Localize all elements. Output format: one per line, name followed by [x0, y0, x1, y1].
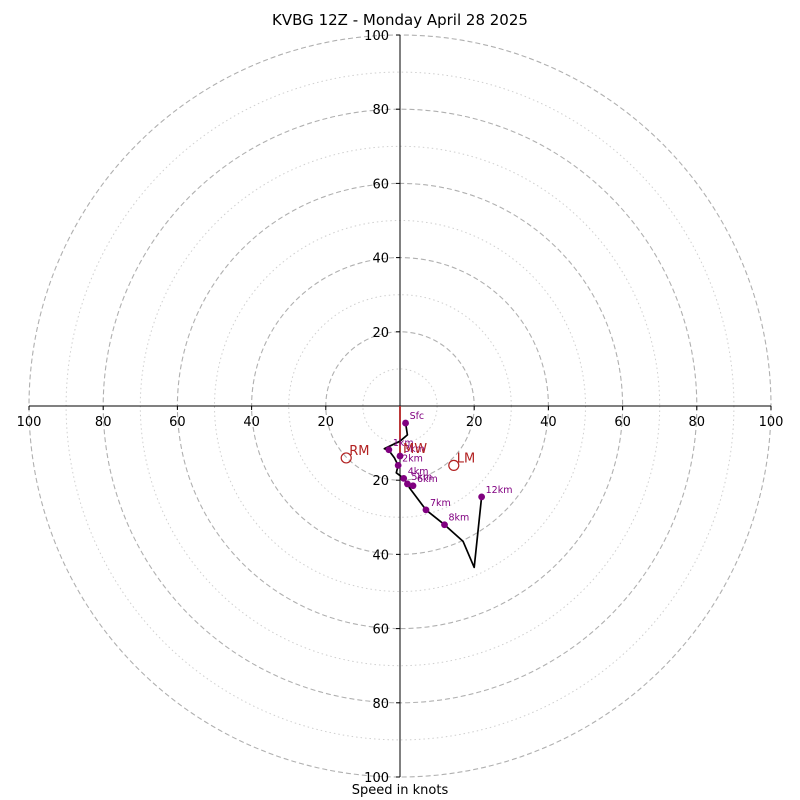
x-tick-label: 100 [17, 415, 42, 430]
x-tick-label: 60 [614, 415, 631, 430]
y-tick-label: 80 [372, 697, 389, 712]
y-tick-label: 20 [372, 326, 389, 341]
x-tick-label: 20 [466, 415, 483, 430]
height-marker-label: 2km [402, 453, 423, 464]
storm-motion-lm-marker [448, 459, 460, 471]
height-marker-label: 12km [486, 485, 513, 496]
y-tick-label: 80 [372, 103, 389, 118]
storm-motion-lm-label: LM [457, 451, 475, 466]
storm-motion-rm-marker [340, 452, 352, 464]
height-marker-label: 3km [404, 444, 425, 455]
height-marker-label: 1km [393, 438, 414, 449]
height-marker-label: 7km [430, 498, 451, 509]
y-tick-label: 100 [364, 771, 389, 786]
x-tick-label: 40 [540, 415, 557, 430]
y-tick-label: 20 [372, 474, 389, 489]
y-tick-label: 100 [364, 29, 389, 44]
storm-motion-mw-label: MW [403, 442, 427, 457]
height-marker-point [400, 474, 408, 482]
height-marker-label: Sfc [410, 411, 425, 422]
height-marker-point [402, 419, 409, 427]
x-tick-label: 20 [318, 415, 335, 430]
height-marker-label: 8km [449, 513, 470, 524]
y-tick-label: 60 [372, 177, 389, 192]
y-tick-label: 60 [372, 623, 389, 638]
storm-motion-rm-label: RM [349, 444, 369, 459]
x-tick-label: 60 [169, 415, 186, 430]
x-tick-label: 40 [243, 415, 260, 430]
height-marker-point [385, 446, 393, 454]
height-marker-label: 5km [411, 472, 432, 483]
y-tick-label: 40 [372, 548, 389, 563]
x-axis-label: Speed in knots [351, 783, 449, 798]
height-marker-point [422, 506, 430, 514]
height-marker-point [404, 480, 411, 488]
x-tick-label: 80 [689, 415, 706, 430]
height-marker-label: 6km [417, 474, 438, 485]
height-marker-point [394, 461, 402, 469]
x-tick-label: 80 [95, 415, 112, 430]
y-tick-label: 40 [372, 252, 389, 267]
height-marker-point [478, 493, 486, 501]
height-marker-point [409, 482, 417, 490]
height-marker-label: 4km [408, 466, 429, 477]
height-marker-point [396, 452, 404, 460]
chart-title: KVBG 12Z - Monday April 28 2025 [272, 11, 528, 29]
x-tick-label: 100 [759, 415, 784, 430]
height-marker-point [441, 521, 448, 529]
